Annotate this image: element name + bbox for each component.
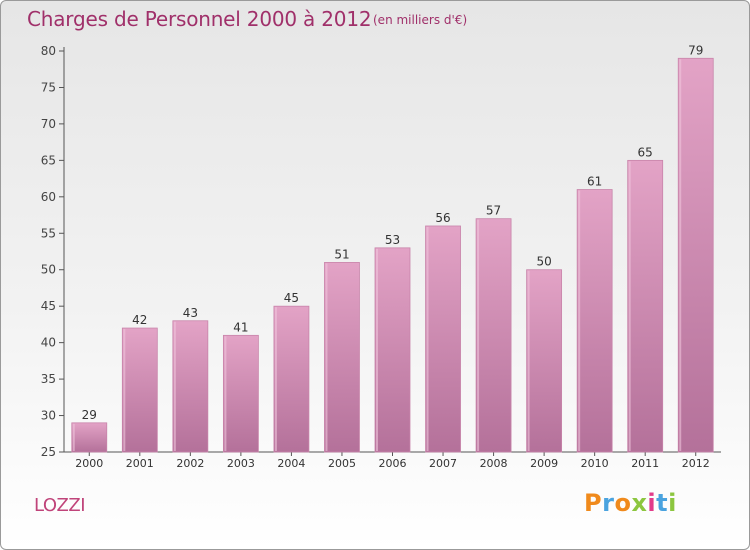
bar (576, 189, 613, 453)
bar (222, 334, 259, 453)
bar-value-label: 29 (82, 408, 97, 422)
y-tick-label: 35 (41, 372, 56, 386)
bar-highlight (173, 321, 176, 451)
bar-highlight (224, 336, 227, 451)
x-tick-label: 2002 (176, 457, 204, 470)
bar-value-label: 53 (385, 233, 400, 247)
bar (71, 422, 108, 453)
x-tick-label: 2008 (480, 457, 508, 470)
chart-title: Charges de Personnel 2000 à 2012 (27, 7, 372, 31)
y-tick-label: 55 (41, 226, 56, 240)
x-tick-label: 2004 (277, 457, 305, 470)
bar (627, 159, 664, 453)
y-tick-label: 30 (41, 409, 56, 423)
bar (374, 247, 411, 453)
bar (425, 225, 461, 453)
bar (324, 262, 360, 453)
bar (172, 320, 209, 453)
bar-value-label: 50 (536, 255, 551, 269)
logo-letter: x (631, 489, 648, 517)
logo-letter: P (584, 489, 603, 517)
x-tick-label: 2011 (631, 457, 659, 470)
bar-highlight (628, 161, 631, 451)
bar-value-label: 41 (233, 320, 248, 334)
y-tick-label: 65 (41, 153, 56, 167)
bar (677, 57, 714, 453)
bar-value-label: 61 (587, 175, 602, 189)
y-tick-label: 80 (41, 44, 56, 58)
x-tick-label: 2005 (328, 457, 356, 470)
y-tick-label: 40 (41, 336, 56, 350)
bar-highlight (274, 307, 277, 451)
logo-letter: i (668, 489, 677, 517)
logo-letter: t (656, 489, 669, 517)
bar-value-label: 45 (284, 291, 299, 305)
bar-value-label: 57 (486, 204, 501, 218)
bar-value-label: 51 (334, 247, 349, 261)
bar (121, 327, 158, 453)
bar-value-label: 65 (638, 145, 653, 159)
y-tick-label: 45 (41, 299, 56, 313)
bar-highlight (578, 190, 581, 451)
commune-name: LOZZI (34, 495, 86, 516)
x-tick-label: 2012 (682, 457, 710, 470)
bar-value-label: 42 (132, 313, 147, 327)
x-tick-label: 2009 (530, 457, 558, 470)
y-tick-label: 50 (41, 263, 56, 277)
bar-highlight (679, 59, 682, 452)
x-tick-label: 2000 (75, 457, 103, 470)
x-tick-label: 2007 (429, 457, 457, 470)
bar-highlight (325, 263, 328, 451)
bar-highlight (123, 329, 126, 451)
logo-letter: i (647, 489, 657, 517)
bar-highlight (477, 219, 480, 451)
y-tick-label: 70 (41, 117, 56, 131)
logo-letter: r (602, 489, 615, 517)
chart-subtitle: (en milliers d'€) (373, 13, 468, 27)
bar-value-label: 56 (435, 211, 450, 225)
bar-highlight (72, 423, 75, 451)
bar-highlight (426, 226, 429, 451)
bar (273, 305, 310, 453)
bar (526, 269, 563, 453)
y-tick-label: 25 (41, 445, 56, 459)
x-tick-label: 2010 (581, 457, 609, 470)
bar-value-label: 43 (183, 306, 198, 320)
y-tick-label: 75 (41, 80, 56, 94)
proxiti-logo: Proxiti (584, 489, 677, 517)
bar-highlight (376, 248, 378, 451)
x-tick-label: 2006 (379, 457, 407, 470)
y-tick-label: 60 (41, 190, 56, 204)
x-tick-label: 2003 (227, 457, 255, 470)
bar-value-label: 79 (688, 43, 703, 57)
bar-highlight (527, 270, 530, 451)
logo-letter: o (614, 489, 632, 517)
x-tick-label: 2001 (126, 457, 154, 470)
bar (475, 218, 512, 453)
